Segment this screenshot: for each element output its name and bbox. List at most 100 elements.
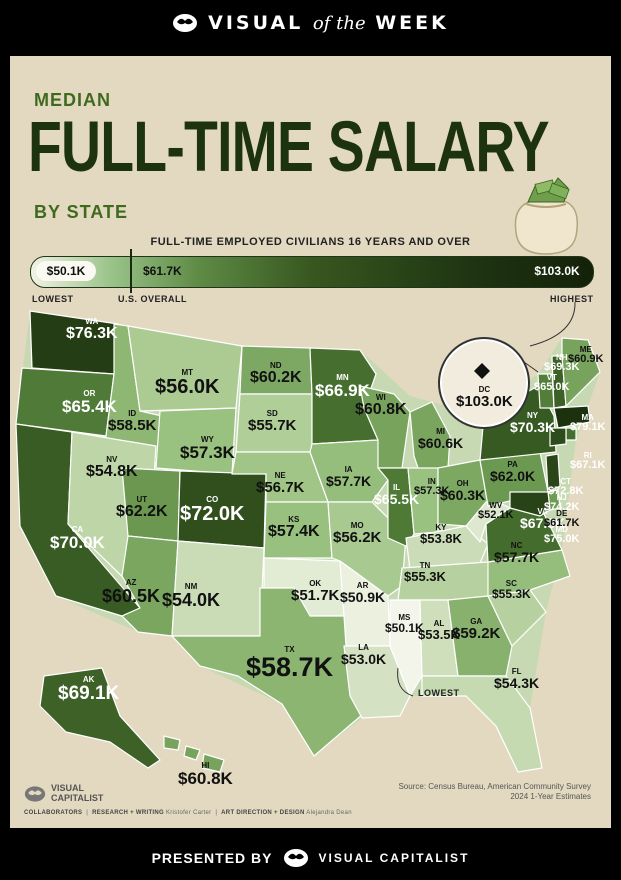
state-value: $57.7K [326,473,372,489]
research-name: Kristofer Carter [165,810,212,816]
state-label-fl: FL $54.3K [494,668,540,691]
title-median: MEDIAN [34,90,111,110]
state-value: $62.2K [116,503,168,520]
state-value: $53.0K [341,651,387,667]
state-label-or: OR $65.4K [62,390,117,416]
state-label-sd: SD $55.7K [248,409,297,434]
state-value: $69.3K [544,361,580,373]
state-value: $58.7K [246,652,334,682]
state-abbr: IN [427,477,436,486]
state-abbr: AL [433,619,445,628]
state-value: $57.7K [494,549,540,565]
state-value: $60.9K [568,353,604,365]
state-label-ca: CA $70.0K [50,526,105,552]
state-value: $51.7K [291,587,340,604]
art-label: ART DIRECTION + DESIGN [221,810,305,816]
state-label-ok: OK $51.7K [291,580,340,604]
state-value: $61.7K [544,517,580,529]
state-label-ny: NY $70.3K [510,411,556,435]
footer-logo: VISUAL CAPITALIST [24,783,103,804]
state-abbr: WI [375,393,386,402]
state-value: $56.2K [333,529,382,546]
state-abbr: SD [266,409,278,418]
state-value: $60.8K [355,401,407,418]
visual-capitalist-logo-icon [283,848,308,867]
us-state-map [15,301,601,773]
presented-by-label: PRESENTED BY [151,849,273,866]
visual-capitalist-logo-icon [173,14,198,32]
art-name: Alejandra Dean [306,810,352,816]
state-label-md: MD $75.0K [544,526,579,545]
logo-visual: VISUAL [51,783,85,793]
legend-color-scale: $50.1K $61.7K $103.0K [30,256,594,288]
title-by-state: BY STATE [34,202,129,222]
state-abbr: MS [398,613,411,622]
state-value: $55.3K [404,569,446,584]
state-value: $60.5K [102,586,161,606]
state-label-vt: VT $65.0K [534,374,569,393]
state-value: $65.0K [534,381,570,393]
state-label-al: AL $53.5K [418,619,460,642]
brand-of-the: of the [312,13,366,34]
state-value: $50.1K [385,621,424,635]
state-value: $53.5K [418,627,460,642]
state-value: $56.0K [155,376,220,398]
state-value: $57.3K [180,443,235,462]
state-abbr: UT [136,495,148,504]
state-tx-shape [171,587,377,757]
state-abbr: ME [579,345,592,354]
state-value: $55.3K [492,587,531,601]
state-value: $65.5K [374,491,420,507]
state-label-ne: NE $56.7K [256,472,304,496]
dc-inset-circle [440,339,528,427]
state-abbr: VA [537,507,548,516]
state-abbr: GA [470,617,483,626]
state-abbr: CT [560,477,572,486]
state-abbr: RI [583,451,592,460]
state-value: $103.0K [456,393,513,410]
state-abbr: NC [510,541,523,550]
state-label-nm: NM $54.0K [162,583,220,610]
state-value: $57.4K [268,523,320,540]
state-value: $55.7K [248,417,297,434]
state-ms-shape [389,599,423,697]
state-value: $60.6K [418,435,464,451]
visual-capitalist-brand: VISUAL CAPITALIST [318,850,470,865]
state-label-me: ME $60.9K [568,346,603,365]
subtitle: FULL-TIME EMPLOYED CIVILIANS 16 YEARS AN… [150,236,471,248]
state-value: $70.3K [510,419,556,435]
state-label-dc: DC $103.0K [456,386,513,410]
brand-visual: VISUAL [208,12,304,34]
state-abbr: VT [546,373,557,382]
state-value: $74.2K [544,501,580,513]
state-value: $75.0K [544,533,580,545]
bottom-banner: PRESENTED BY VISUAL CAPITALIST [0,835,621,880]
legend-highest-label: HIGHEST [550,294,594,304]
dc-shape-icon [474,363,490,379]
state-abbr: MD [555,525,568,534]
state-ma-shape [553,405,591,429]
state-label-wv: WV $52.1K [478,502,513,521]
state-value: $66.9K [315,381,370,400]
visual-capitalist-logo-icon [24,786,46,802]
state-nj-shape [545,453,561,493]
state-abbr: SC [505,579,517,588]
state-abbr: WY [200,435,214,444]
state-value: $72.0K [180,503,245,525]
state-label-de: DE $61.7K [544,510,579,529]
title-main: FULL-TIME SALARY [28,108,550,187]
state-label-nv: NV $54.8K [86,456,138,480]
legend-low-value: $50.1K [36,261,96,281]
top-banner: VISUAL of the WEEK [0,0,621,46]
state-abbr: TN [419,561,431,570]
state-label-nd: ND $60.2K [250,362,302,386]
state-value: $65.4K [62,397,117,416]
state-abbr: AR [356,581,369,590]
state-abbr: MI [436,427,446,436]
state-abbr: AK [82,675,95,684]
state-abbr: MA [581,413,594,422]
state-value: $54.3K [494,675,540,691]
state-abbr: NY [527,411,539,420]
state-value: $60.2K [250,369,302,386]
